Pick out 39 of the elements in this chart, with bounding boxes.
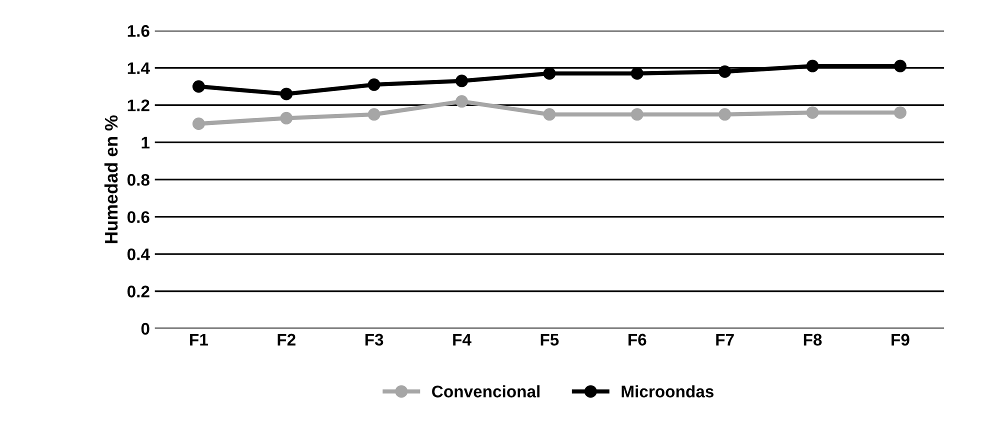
point bbox=[456, 95, 468, 108]
point bbox=[894, 106, 906, 119]
point bbox=[543, 108, 556, 121]
point bbox=[368, 108, 380, 121]
point bbox=[543, 67, 556, 80]
y-tick-label: 1.4 bbox=[128, 62, 150, 74]
point bbox=[718, 65, 732, 78]
legend-label: Microondas bbox=[622, 385, 714, 398]
x-tick-label: F4 bbox=[453, 334, 472, 346]
x-tick-label: F1 bbox=[190, 334, 208, 346]
x-tick-label: F2 bbox=[278, 334, 296, 346]
point bbox=[630, 108, 644, 121]
x-tick-label: F8 bbox=[804, 334, 822, 346]
x-tick-label: F5 bbox=[540, 334, 559, 346]
point bbox=[368, 78, 380, 91]
y-tick-label: 1 bbox=[142, 136, 150, 148]
x-tick-label: F9 bbox=[892, 334, 910, 346]
y-axis-title: Humedad en % bbox=[104, 115, 118, 244]
point bbox=[192, 117, 205, 130]
x-tick-label: F3 bbox=[365, 334, 384, 346]
point bbox=[806, 106, 819, 119]
point bbox=[806, 60, 819, 72]
y-tick-label: 0.2 bbox=[127, 286, 150, 298]
y-tick-label: 0 bbox=[141, 322, 150, 335]
x-tick-label: F6 bbox=[628, 334, 646, 346]
point bbox=[894, 60, 906, 72]
y-tick-label: 0.8 bbox=[127, 174, 150, 186]
point bbox=[192, 80, 205, 93]
y-tick-label: 0.6 bbox=[127, 211, 150, 224]
point bbox=[718, 108, 732, 121]
y-tick-label: 1.2 bbox=[128, 100, 150, 112]
point bbox=[280, 112, 293, 124]
point bbox=[456, 74, 468, 88]
y-tick-label: 1.6 bbox=[128, 25, 150, 37]
point bbox=[630, 67, 644, 80]
legend-label: Convencional bbox=[432, 385, 540, 398]
point bbox=[280, 88, 293, 100]
y-tick-label: 0.4 bbox=[127, 248, 150, 260]
x-tick-label: F7 bbox=[716, 334, 734, 346]
